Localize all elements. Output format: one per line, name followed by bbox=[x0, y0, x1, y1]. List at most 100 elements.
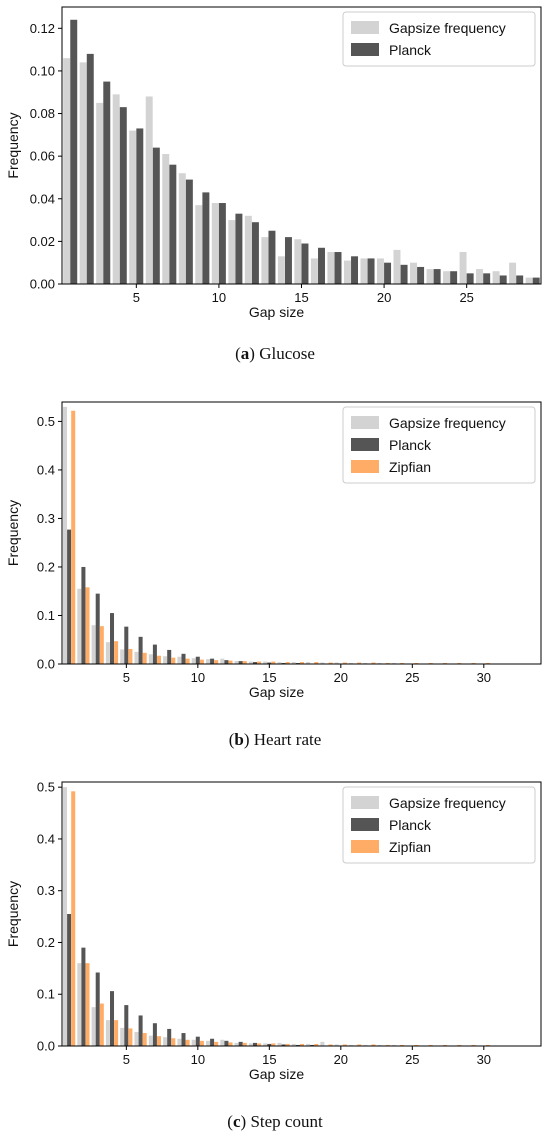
bar bbox=[284, 237, 292, 284]
bar bbox=[105, 1020, 110, 1046]
bar bbox=[271, 661, 276, 664]
legend-swatch bbox=[351, 460, 379, 473]
bar bbox=[263, 661, 268, 664]
bar bbox=[384, 262, 392, 284]
bar bbox=[70, 19, 78, 285]
bar bbox=[457, 1044, 462, 1046]
bar bbox=[320, 1041, 325, 1046]
x-axis-label: Gap size bbox=[249, 304, 304, 320]
bar bbox=[318, 247, 325, 284]
bar bbox=[294, 239, 302, 284]
x-tick-label: 5 bbox=[133, 290, 140, 305]
bar bbox=[234, 661, 239, 664]
bar bbox=[214, 660, 219, 664]
bar bbox=[238, 1041, 243, 1046]
bar bbox=[334, 1044, 339, 1046]
bar bbox=[509, 262, 517, 284]
legend: Gapsize frequency Planck Zipfian bbox=[342, 406, 536, 484]
y-tick-label: 0.4 bbox=[37, 462, 55, 477]
bar bbox=[110, 613, 115, 664]
bar bbox=[400, 1044, 405, 1046]
bar bbox=[242, 1042, 247, 1046]
bar bbox=[129, 130, 137, 284]
bar bbox=[414, 1044, 419, 1046]
series-gapsize-frequency bbox=[63, 787, 525, 1046]
bar bbox=[306, 1043, 311, 1046]
legend-label: Gapsize frequency bbox=[389, 415, 506, 431]
bar bbox=[185, 179, 193, 284]
bar bbox=[485, 1044, 490, 1046]
legend-label: Planck bbox=[389, 817, 432, 833]
bar bbox=[252, 1042, 257, 1046]
bar bbox=[257, 661, 262, 664]
y-tick-label: 0.1 bbox=[37, 987, 55, 1002]
y-tick-label: 0.06 bbox=[30, 149, 55, 164]
y-tick-label: 0.2 bbox=[37, 935, 55, 950]
x-tick-label: 20 bbox=[377, 290, 391, 305]
bar bbox=[178, 173, 186, 284]
bar bbox=[248, 661, 253, 664]
bar bbox=[263, 1043, 268, 1046]
bar bbox=[142, 652, 147, 664]
bar bbox=[177, 1038, 182, 1046]
bar bbox=[459, 252, 467, 284]
bar bbox=[334, 252, 342, 284]
y-tick-label: 0.4 bbox=[37, 831, 55, 846]
x-tick-label: 15 bbox=[262, 670, 276, 685]
bar bbox=[301, 243, 309, 284]
bar bbox=[114, 1020, 119, 1046]
x-tick-label: 25 bbox=[459, 290, 473, 305]
bar bbox=[277, 256, 285, 284]
legend-label: Planck bbox=[389, 437, 432, 453]
bar bbox=[532, 277, 540, 284]
bar bbox=[96, 102, 104, 284]
bar bbox=[67, 529, 72, 664]
y-tick-label: 0.08 bbox=[30, 106, 55, 121]
bar bbox=[218, 203, 226, 284]
bar bbox=[63, 58, 71, 284]
bar bbox=[95, 972, 100, 1046]
plot-frame bbox=[61, 401, 542, 665]
bar bbox=[235, 213, 243, 284]
bar bbox=[95, 593, 100, 664]
bar bbox=[142, 1033, 147, 1046]
bar bbox=[136, 128, 144, 284]
bar bbox=[138, 636, 143, 664]
chart-panel-step-count: 0.0 0.1 0.2 0.3 0.4 0.5 5 10 15 20 25 30 Gap size Fre… bbox=[0, 760, 550, 1138]
bar bbox=[162, 154, 170, 284]
bar bbox=[261, 237, 269, 284]
y-tick-label: 0.0 bbox=[37, 657, 55, 672]
legend-swatch bbox=[351, 416, 379, 429]
bar bbox=[234, 1042, 239, 1046]
bar bbox=[156, 1036, 162, 1046]
bar bbox=[167, 1028, 172, 1046]
caption-text: Step count bbox=[250, 1112, 323, 1131]
y-tick-label: 0.12 bbox=[30, 21, 55, 36]
y-tick-label: 0.02 bbox=[30, 234, 55, 249]
series-zipfian bbox=[71, 791, 533, 1046]
x-tick-label: 10 bbox=[191, 670, 205, 685]
bar bbox=[417, 266, 425, 284]
bar bbox=[81, 566, 86, 664]
bar bbox=[185, 658, 190, 664]
series-planck bbox=[67, 529, 529, 664]
bar bbox=[91, 1007, 96, 1046]
bar bbox=[119, 107, 127, 285]
legend-box bbox=[342, 11, 536, 67]
bar bbox=[63, 787, 68, 1046]
y-axis-label: Frequency bbox=[5, 500, 21, 566]
legend-label: Gapsize frequency bbox=[389, 795, 506, 811]
x-tick-label: 10 bbox=[191, 1052, 205, 1067]
y-tick-label: 0.1 bbox=[37, 608, 55, 623]
bar bbox=[185, 1039, 190, 1046]
bar bbox=[314, 662, 319, 664]
bar bbox=[244, 215, 252, 284]
bar bbox=[99, 626, 104, 664]
y-tick-label: 0.10 bbox=[30, 63, 55, 78]
bar bbox=[377, 1044, 382, 1046]
bar bbox=[433, 269, 441, 284]
bar bbox=[124, 626, 129, 664]
bar bbox=[391, 1044, 396, 1046]
x-tick-label: 5 bbox=[123, 670, 130, 685]
y-tick-label: 0.0 bbox=[37, 1039, 55, 1054]
